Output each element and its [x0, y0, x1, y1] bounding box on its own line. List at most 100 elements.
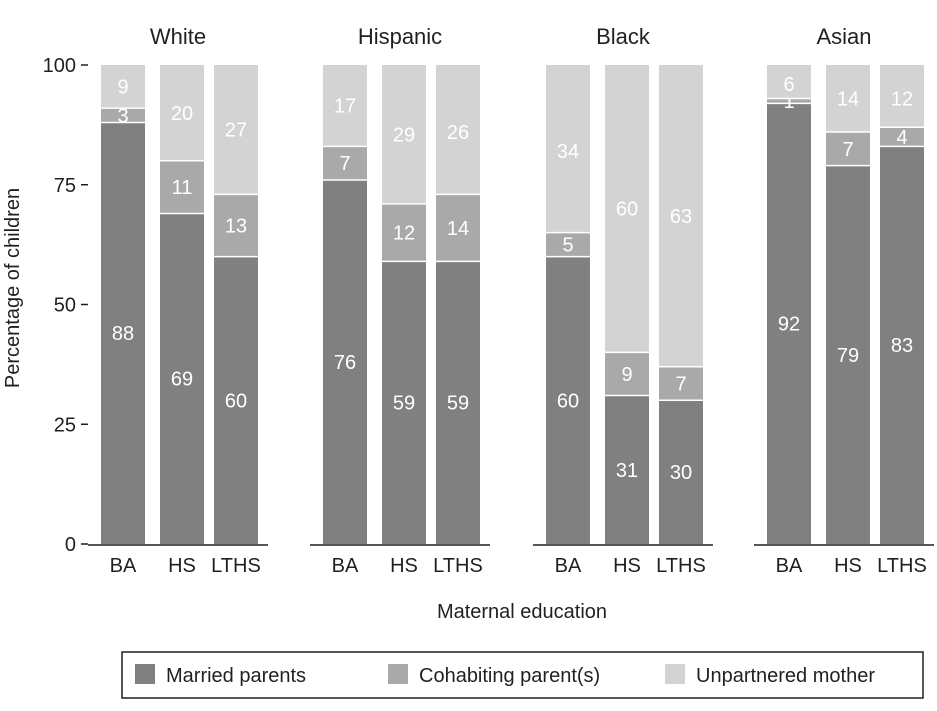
- bar-segment-unpartnered: [160, 65, 204, 161]
- bar-segment-unpartnered: [323, 65, 367, 147]
- chart-panels: White8839BA691120HS601327LTHSHispanic767…: [88, 24, 934, 577]
- bar-segment-unpartnered: [214, 65, 258, 195]
- bar-segment-cohabiting: [605, 352, 649, 396]
- x-tick-label: LTHS: [656, 555, 706, 577]
- bar-segment-cohabiting: [826, 132, 870, 166]
- bar-segment-unpartnered: [101, 65, 145, 109]
- data-label: 63: [670, 206, 692, 228]
- panel-title: Asian: [816, 24, 871, 49]
- x-tick-label: HS: [390, 555, 418, 577]
- data-label: 26: [447, 122, 469, 144]
- panel-hispanic: Hispanic 76 7 17 BA 59 12 29 HS 59 14 26 LTHS: [310, 24, 490, 577]
- bar-segment-cohabiting: [659, 366, 703, 401]
- data-label: 92: [778, 314, 800, 336]
- bar-segment-married: [382, 261, 426, 544]
- x-tick-label: BA: [332, 555, 359, 577]
- x-tick-label: HS: [613, 555, 641, 577]
- x-tick-label: LTHS: [433, 555, 483, 577]
- data-label: 83: [891, 335, 913, 357]
- bar-segment-cohabiting: [214, 194, 258, 257]
- data-label: 17: [334, 96, 356, 118]
- bar-segment-married: [101, 122, 145, 544]
- bar-segment-cohabiting: [101, 108, 145, 123]
- x-tick-label: BA: [776, 555, 803, 577]
- bar-segment-unpartnered: [546, 65, 590, 233]
- data-label: 13: [225, 215, 247, 237]
- y-axis-title: Percentage of children: [2, 188, 24, 388]
- data-label: 60: [557, 390, 579, 412]
- x-tick-label: HS: [168, 555, 196, 577]
- data-label: 7: [339, 153, 350, 175]
- bar-segment-married: [323, 179, 367, 544]
- data-label: 4: [896, 127, 907, 149]
- legend-frame: [121, 651, 924, 699]
- bar-segment-married: [214, 256, 258, 544]
- bar-segment-cohabiting: [160, 160, 204, 214]
- bar-segment-unpartnered: [605, 65, 649, 353]
- x-tick-label: HS: [834, 555, 862, 577]
- data-label: 7: [675, 374, 686, 396]
- bar-segment-unpartnered: [826, 65, 870, 133]
- data-label: 29: [393, 124, 415, 146]
- bar-segment-married: [605, 395, 649, 544]
- bar-segment-unpartnered: [659, 65, 703, 367]
- bar-segment-married: [880, 146, 924, 544]
- data-label: 88: [112, 323, 134, 345]
- data-label: 9: [621, 364, 632, 386]
- y-tick-label: 50: [54, 295, 76, 317]
- bar-segment-cohabiting: [767, 98, 811, 104]
- y-tick-label: 75: [54, 175, 76, 197]
- y-tick-label: 0: [65, 534, 76, 556]
- bar-segment-cohabiting: [382, 203, 426, 262]
- data-label: 31: [616, 460, 638, 482]
- bar-segment-unpartnered: [436, 65, 480, 195]
- legend-swatch-married: [135, 664, 155, 684]
- data-label: 9: [117, 77, 128, 99]
- bar-segment-unpartnered: [880, 65, 924, 128]
- panel-title: White: [150, 24, 206, 49]
- data-label: 6: [783, 74, 794, 96]
- y-tick-label: 25: [54, 414, 76, 436]
- data-label: 34: [557, 141, 579, 163]
- data-label: 3: [117, 105, 128, 127]
- legend-swatch-cohabiting: [388, 664, 408, 684]
- legend-label: Married parents: [166, 665, 306, 687]
- panel-asian: Asian 92 16 BA 79 7 14 HS 83 4 12 LTHS: [754, 24, 934, 577]
- bar-segment-cohabiting: [323, 146, 367, 180]
- data-label: 69: [171, 369, 193, 391]
- legend-label: Unpartnered mother: [696, 665, 875, 687]
- bar-segment-cohabiting: [880, 127, 924, 147]
- x-axis-title: Maternal education: [437, 601, 607, 623]
- y-tick-label: 100: [43, 55, 76, 77]
- panel-title: Hispanic: [358, 24, 442, 49]
- legend-label: Cohabiting parent(s): [419, 665, 600, 687]
- y-axis: 0 25 50 75 100: [43, 55, 88, 556]
- data-label: 76: [334, 352, 356, 374]
- bar-segment-married: [436, 261, 480, 544]
- panel-white: White 88 3 9 BA 69 11 20 HS 60 13 27 LTHS: [88, 24, 268, 577]
- data-label: 30: [670, 462, 692, 484]
- panel-black: Black 60 5 34 BA 31 9 60 HS 30 7 63 LTHS: [533, 24, 713, 577]
- data-label: 20: [171, 103, 193, 125]
- x-tick-label: LTHS: [211, 555, 261, 577]
- data-label: 60: [616, 199, 638, 221]
- data-label: 14: [837, 89, 859, 111]
- data-label: 59: [393, 393, 415, 415]
- bar-segment-unpartnered: [382, 65, 426, 204]
- data-label: 59: [447, 393, 469, 415]
- data-label: 79: [837, 345, 859, 367]
- legend-swatch-unpartnered: [665, 664, 685, 684]
- data-label: 1: [783, 91, 794, 113]
- x-tick-label: BA: [110, 555, 137, 577]
- data-label: 27: [225, 120, 247, 142]
- bar-segment-cohabiting: [436, 194, 480, 262]
- data-label: 11: [172, 177, 193, 199]
- legend: Married parents Cohabiting parent(s) Unpar…: [121, 651, 924, 699]
- data-label: 7: [842, 139, 853, 161]
- data-label: 60: [225, 390, 247, 412]
- panel-title: Black: [596, 24, 651, 49]
- data-label: 14: [447, 218, 469, 240]
- data-label: 12: [393, 223, 415, 245]
- bar-segment-married: [160, 213, 204, 545]
